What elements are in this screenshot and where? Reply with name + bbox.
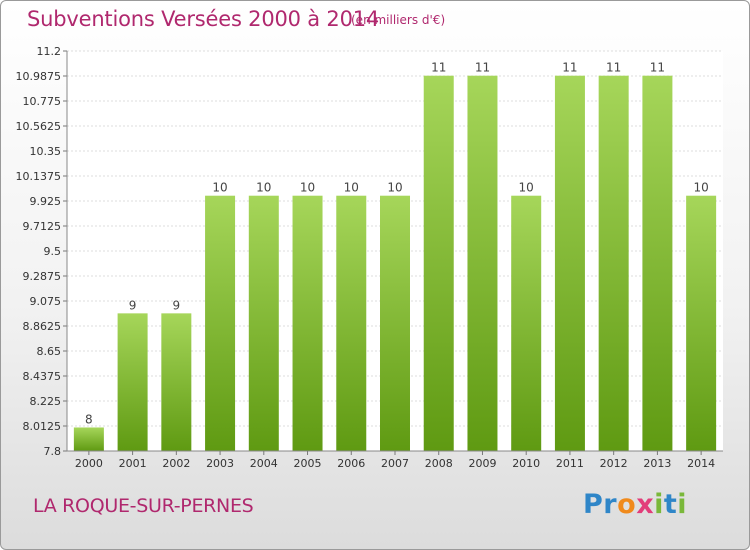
x-tick-label: 2002 [162, 457, 190, 470]
chart-subtitle: (en milliers d'€) [351, 13, 446, 27]
y-tick-label: 11.2 [37, 45, 62, 58]
bar-2005 [292, 195, 323, 451]
y-tick-label: 9.2875 [23, 270, 62, 283]
logo-letter: r [603, 489, 618, 520]
bar-2010 [511, 195, 542, 451]
bar-value-label: 11 [562, 61, 577, 75]
bar-2008 [423, 75, 454, 452]
bar-2013 [642, 75, 673, 452]
y-tick-label: 9.7125 [23, 220, 62, 233]
bar-2006 [336, 195, 367, 451]
x-tick-label: 2009 [468, 457, 496, 470]
bar-value-label: 10 [387, 181, 402, 195]
x-tick-label: 2001 [119, 457, 147, 470]
y-tick-label: 8.225 [30, 395, 62, 408]
bar-value-label: 11 [606, 61, 621, 75]
bar-value-label: 10 [212, 181, 227, 195]
logo-letter: o [617, 489, 637, 520]
logo-letter: x [636, 489, 655, 520]
x-tick-label: 2014 [687, 457, 715, 470]
x-tick-label: 2008 [425, 457, 453, 470]
x-tick-label: 2013 [643, 457, 671, 470]
x-tick-label: 2011 [556, 457, 584, 470]
y-tick-label: 9.925 [30, 195, 62, 208]
y-tick-label: 7.8 [44, 445, 62, 458]
bar-2007 [380, 195, 410, 451]
x-tick-label: 2012 [600, 457, 628, 470]
y-tick-label: 10.5625 [16, 120, 62, 133]
logo-letter: i [677, 489, 688, 520]
x-tick-label: 2006 [337, 457, 365, 470]
x-tick-label: 2007 [381, 457, 409, 470]
chart-title: Subventions Versées 2000 à 2014 [27, 7, 380, 31]
y-tick-label: 8.4375 [23, 370, 62, 383]
bar-value-label: 9 [173, 298, 181, 312]
bar-2009 [467, 75, 498, 452]
x-tick-label: 2000 [75, 457, 103, 470]
y-tick-label: 10.9875 [16, 70, 62, 83]
bar-2004 [248, 195, 279, 451]
bar-value-label: 10 [300, 181, 315, 195]
bar-value-label: 8 [85, 412, 93, 426]
y-tick-label: 8.65 [37, 345, 62, 358]
bar-value-label: 11 [650, 61, 665, 75]
bar-value-label: 10 [693, 181, 708, 195]
proxiti-logo[interactable]: Proxiti [583, 489, 687, 520]
bar-2001 [117, 313, 148, 451]
logo-letter: P [583, 489, 604, 520]
y-tick-label: 10.35 [30, 145, 62, 158]
bar-2012 [598, 75, 629, 452]
location-name: LA ROQUE-SUR-PERNES [33, 495, 254, 517]
y-tick-label: 8.8625 [23, 320, 62, 333]
x-tick-label: 2005 [294, 457, 322, 470]
x-tick-label: 2003 [206, 457, 234, 470]
bar-value-label: 10 [256, 181, 271, 195]
logo-letter: t [663, 489, 678, 520]
bar-value-label: 10 [519, 181, 534, 195]
y-tick-label: 10.775 [23, 95, 62, 108]
bar-value-label: 11 [431, 61, 446, 75]
bar-value-label: 11 [475, 61, 490, 75]
y-tick-label: 8.0125 [23, 420, 62, 433]
y-tick-label: 10.1375 [16, 170, 62, 183]
x-tick-label: 2010 [512, 457, 540, 470]
logo-letter: i [654, 489, 664, 520]
x-tick-label: 2004 [250, 457, 278, 470]
bar-2002 [161, 313, 192, 451]
bar-2003 [205, 195, 236, 451]
bar-value-label: 9 [129, 298, 137, 312]
bar-2011 [554, 75, 585, 452]
y-tick-label: 9.5 [44, 245, 62, 258]
bar-2014 [686, 195, 717, 451]
bar-value-label: 10 [344, 181, 359, 195]
bar-2000 [73, 427, 104, 451]
y-tick-label: 9.075 [30, 295, 62, 308]
